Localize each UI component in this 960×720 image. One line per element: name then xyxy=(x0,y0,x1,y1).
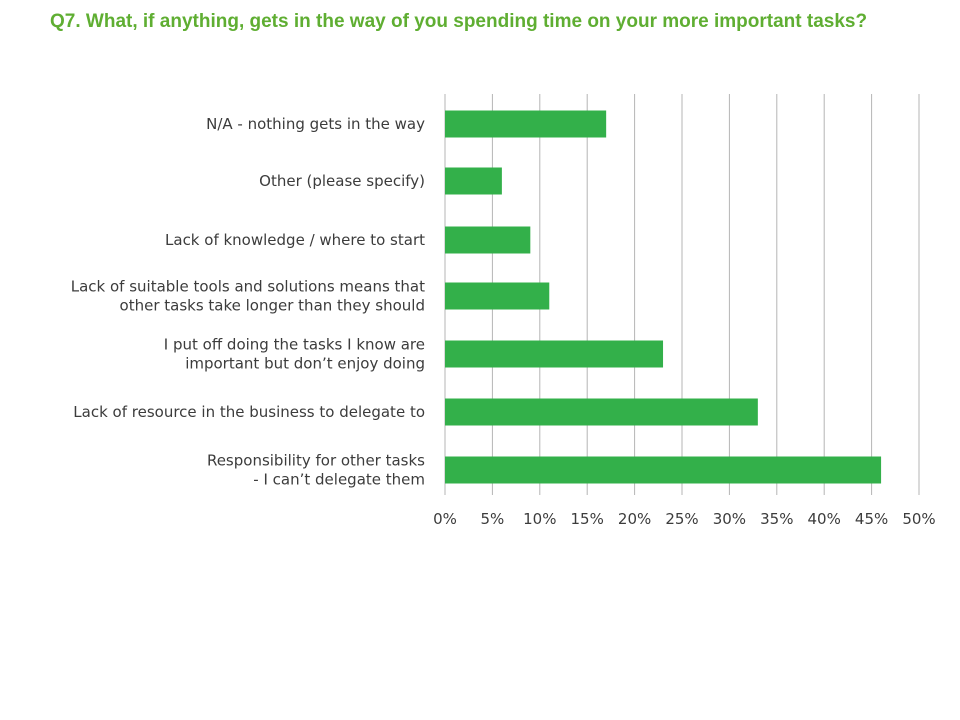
category-label: Lack of suitable tools and solutions mea… xyxy=(71,278,425,315)
bars xyxy=(445,110,882,484)
x-tick-label: 5% xyxy=(481,510,505,528)
category-label: I put off doing the tasks I know are impo… xyxy=(164,336,425,373)
x-tick-label: 25% xyxy=(665,510,698,528)
category-label: Other (please specify) xyxy=(259,172,425,190)
category-label: Lack of knowledge / where to start xyxy=(165,231,425,249)
category-label-line: Responsibility for other tasks xyxy=(207,452,425,470)
x-tick-label: 30% xyxy=(713,510,746,528)
slide-title: Q7. What, if anything, gets in the way o… xyxy=(50,11,868,32)
x-tick-label: 40% xyxy=(808,510,841,528)
bar xyxy=(445,282,550,310)
category-label-line: important but don’t enjoy doing xyxy=(185,355,425,373)
category-label-line: Lack of knowledge / where to start xyxy=(165,231,425,249)
bar xyxy=(445,167,502,195)
category-label-line: other tasks take longer than they should xyxy=(120,297,425,315)
bar xyxy=(445,226,531,254)
x-tick-label: 45% xyxy=(855,510,888,528)
category-label-line: Other (please specify) xyxy=(259,172,425,190)
bar xyxy=(445,398,758,426)
category-label-line: N/A - nothing gets in the way xyxy=(206,115,425,133)
category-label-line: I put off doing the tasks I know are xyxy=(164,336,425,354)
x-tick-label: 35% xyxy=(760,510,793,528)
x-tick-label: 50% xyxy=(902,510,935,528)
category-label: N/A - nothing gets in the way xyxy=(206,115,425,133)
x-tick-label: 20% xyxy=(618,510,651,528)
x-tick-label: 0% xyxy=(433,510,457,528)
x-tick-labels: 0% 5% 10% 15% 20% 25% 30% 35% 40% 45% 50% xyxy=(433,510,936,528)
x-tick-label: 15% xyxy=(571,510,604,528)
bar xyxy=(445,340,664,368)
category-label: Responsibility for other tasks - I can’t … xyxy=(207,452,425,489)
category-label-line: Lack of suitable tools and solutions mea… xyxy=(71,278,425,296)
x-tick-label: 10% xyxy=(523,510,556,528)
bar xyxy=(445,456,882,484)
category-labels: N/A - nothing gets in the way Other (plea… xyxy=(71,115,425,489)
bar xyxy=(445,110,607,138)
category-label-line: - I can’t delegate them xyxy=(253,471,425,489)
category-label: Lack of resource in the business to dele… xyxy=(73,403,425,421)
category-label-line: Lack of resource in the business to dele… xyxy=(73,403,425,421)
